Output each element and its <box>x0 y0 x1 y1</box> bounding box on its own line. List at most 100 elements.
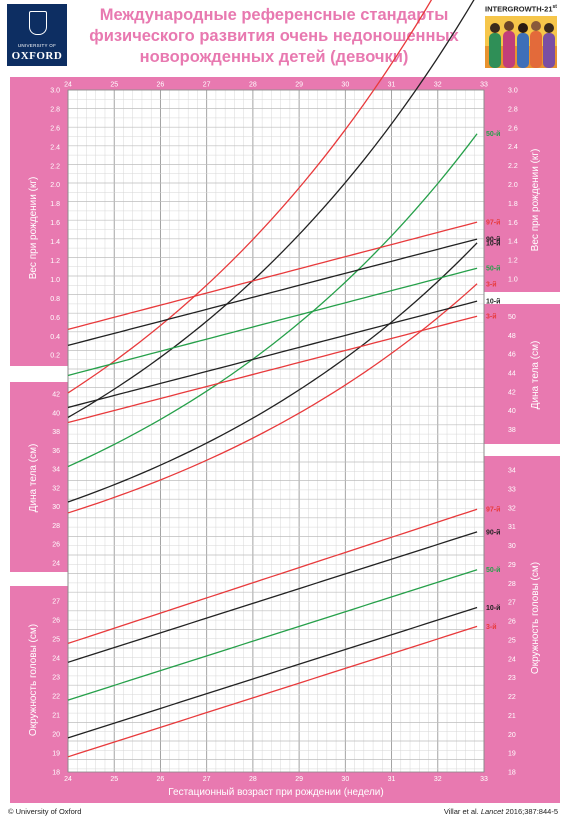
logo-university-text: UNIVERSITY OF <box>17 43 57 48</box>
left-axis-band <box>10 77 68 775</box>
y-tick-label-left: 32 <box>52 485 60 492</box>
series-line-head <box>67 606 478 739</box>
y-tick-label-right: 19 <box>508 751 516 758</box>
top-axis-band <box>10 77 560 90</box>
series-line-weight <box>67 283 478 514</box>
y-tick-label-left: 40 <box>52 410 60 417</box>
y-tick-label-right: 27 <box>508 600 516 607</box>
y-tick-label-left: 25 <box>52 637 60 644</box>
y-tick-label-left: 1.4 <box>50 239 60 246</box>
series-label-head: 3-й <box>486 623 497 631</box>
x-tick-label-bottom: 33 <box>480 776 488 783</box>
citation-text: Villar et al. Lancet 2016;387:844-5 <box>443 807 558 816</box>
series-line-length <box>67 315 478 424</box>
x-tick-label-bottom: 27 <box>203 776 211 783</box>
right-separator-1 <box>484 292 566 304</box>
series-label-head: 50-й <box>486 566 500 574</box>
y-tick-label-left: 18 <box>52 770 60 777</box>
y-tick-label-left: 2.2 <box>50 163 60 170</box>
y-tick-label-right: 2.8 <box>508 106 518 113</box>
x-tick-label-bottom: 28 <box>249 776 257 783</box>
y-tick-label-right: 32 <box>508 505 516 512</box>
y-tick-label-right: 1.2 <box>508 258 518 265</box>
y-tick-label-left: 34 <box>52 467 60 474</box>
series-label-weight: 10-й <box>486 239 500 247</box>
y-tick-label-right: 1.6 <box>508 220 518 227</box>
y-tick-label-right: 30 <box>508 543 516 550</box>
y-tick-label-left: 2.0 <box>50 182 60 189</box>
y-tick-label-left: 27 <box>52 599 60 606</box>
y-tick-label-right: 50 <box>508 314 516 321</box>
y-tick-label-right: 1.8 <box>508 201 518 208</box>
title-line-1: Международные референсные стандарты <box>99 6 449 24</box>
y-tick-label-left: 24 <box>52 656 60 663</box>
y-tick-label-right: 34 <box>508 468 516 475</box>
x-tick-label-top: 27 <box>203 82 211 89</box>
right-band-top <box>484 90 560 290</box>
series-line-length <box>67 267 478 377</box>
y-tick-label-left: 19 <box>52 751 60 758</box>
oxford-crest-icon <box>29 11 47 35</box>
y-tick-label-left: 30 <box>52 504 60 511</box>
series-line-weight <box>67 242 478 503</box>
y-tick-label-right: 3.0 <box>508 88 518 95</box>
x-tick-label-top: 26 <box>157 82 165 89</box>
series-label-weight: 3-й <box>486 280 497 288</box>
y-axis-title-right: Вес при рождении (кг) <box>530 149 541 252</box>
y-tick-label-right: 28 <box>508 581 516 588</box>
y-tick-label-left: 23 <box>52 675 60 682</box>
left-separator-1 <box>10 366 68 382</box>
y-axis-title-right: Дина тела (см) <box>530 341 541 410</box>
plot-area <box>68 90 484 772</box>
y-tick-label-left: 21 <box>52 713 60 720</box>
title-line-3: новорожденных детей (девочки) <box>139 48 409 66</box>
series-line-weight <box>67 133 478 468</box>
series-line-head <box>67 508 478 645</box>
series-label-length: 90-й <box>486 236 500 244</box>
y-tick-label-right: 44 <box>508 371 516 378</box>
y-tick-label-left: 0.6 <box>50 315 60 322</box>
y-tick-label-right: 42 <box>508 389 516 396</box>
y-tick-label-left: 1.0 <box>50 277 60 284</box>
series-label-length: 3-й <box>486 313 497 321</box>
y-tick-label-right: 24 <box>508 656 516 663</box>
x-tick-label-bottom: 29 <box>295 776 303 783</box>
series-label-head: 97-й <box>486 506 500 514</box>
y-axis-title-right: Окружность головы (см) <box>530 562 541 674</box>
y-tick-label-left: 38 <box>52 429 60 436</box>
x-tick-label-bottom: 32 <box>434 776 442 783</box>
y-tick-label-right: 40 <box>508 408 516 415</box>
y-tick-label-left: 2.4 <box>50 144 60 151</box>
series-line-head <box>67 625 478 758</box>
x-tick-label-bottom: 25 <box>110 776 118 783</box>
series-label-head: 10-й <box>486 604 500 612</box>
left-separator-2 <box>10 572 68 586</box>
y-tick-label-left: 2.8 <box>50 106 60 113</box>
copyright-text: © University of Oxford <box>8 807 82 816</box>
series-line-length <box>67 221 478 331</box>
women-figures-icon <box>485 16 557 68</box>
plot-border <box>67 89 485 773</box>
bottom-axis-band <box>10 772 560 803</box>
right-band-mid <box>484 304 560 444</box>
y-axis-title-left: Окружность головы (см) <box>28 624 39 736</box>
y-tick-label-left: 0.8 <box>50 296 60 303</box>
y-axis-title-left: Вес при рождении (кг) <box>28 177 39 280</box>
y-tick-label-left: 42 <box>52 392 60 399</box>
y-tick-label-right: 1.4 <box>508 239 518 246</box>
logo-oxford-text: OXFORD <box>11 50 63 62</box>
y-tick-label-right: 31 <box>508 524 516 531</box>
intergrowth-logo: INTERGROWTH-21st <box>481 4 561 68</box>
series-line-length <box>67 238 478 347</box>
y-tick-label-left: 1.2 <box>50 258 60 265</box>
y-axis-title-left: Дина тела (см) <box>28 444 39 513</box>
series-line-length <box>67 300 478 409</box>
y-tick-label-right: 1.0 <box>508 277 518 284</box>
y-tick-label-left: 26 <box>52 618 60 625</box>
y-tick-label-right: 2.2 <box>508 163 518 170</box>
intergrowth-title: INTERGROWTH-21st <box>485 4 557 14</box>
y-tick-label-right: 29 <box>508 562 516 569</box>
x-tick-label-top: 24 <box>64 82 72 89</box>
x-tick-label-bottom: 30 <box>341 776 349 783</box>
